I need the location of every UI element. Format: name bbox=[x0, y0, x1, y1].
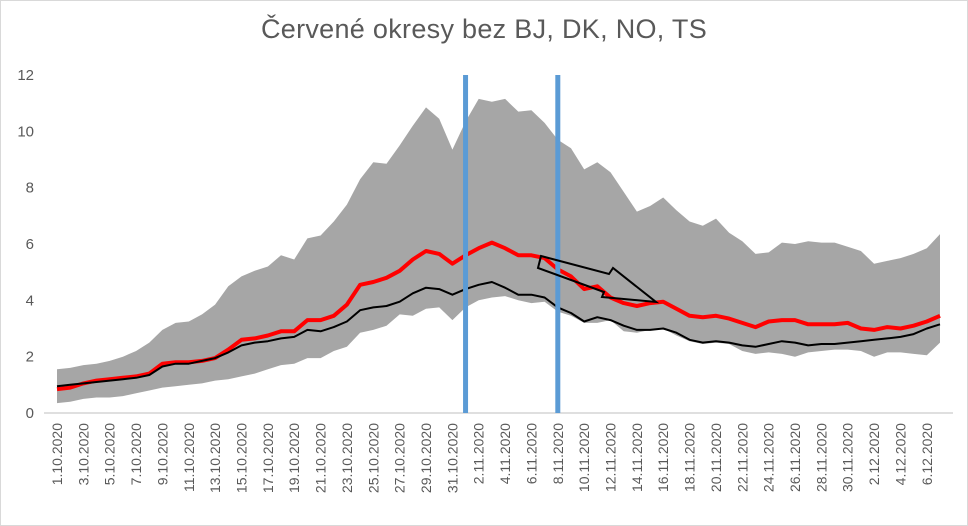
x-tick-label: 5.10.2020 bbox=[102, 423, 118, 485]
range-band bbox=[57, 98, 940, 404]
x-tick-label: 30.11.2020 bbox=[840, 423, 856, 492]
x-tick-label: 18.11.2020 bbox=[682, 423, 698, 492]
x-tick-label: 1.10.2020 bbox=[49, 423, 65, 485]
x-tick-label: 29.10.2020 bbox=[418, 423, 434, 493]
trend-arrow-annotation bbox=[536, 254, 660, 304]
x-tick-label: 11.10.2020 bbox=[181, 423, 197, 492]
x-tick-label: 13.10.2020 bbox=[207, 423, 223, 493]
x-tick-label: 8.11.2020 bbox=[550, 423, 566, 484]
x-tick-label: 26.11.2020 bbox=[787, 423, 803, 492]
x-tick-label: 3.10.2020 bbox=[75, 423, 91, 485]
x-tick-label: 15.10.2020 bbox=[234, 423, 250, 493]
x-tick-label: 28.11.2020 bbox=[813, 423, 829, 492]
x-tick-label: 14.11.2020 bbox=[629, 423, 645, 492]
x-tick-label: 6.12.2020 bbox=[919, 423, 935, 485]
x-tick-label: 22.11.2020 bbox=[734, 423, 750, 492]
x-tick-label: 10.11.2020 bbox=[576, 423, 592, 492]
x-tick-label: 17.10.2020 bbox=[260, 423, 276, 493]
x-tick-label: 25.10.2020 bbox=[365, 423, 381, 493]
y-tick-label: 0 bbox=[26, 405, 34, 422]
x-tick-label: 2.12.2020 bbox=[866, 423, 882, 485]
x-tick-label: 20.11.2020 bbox=[708, 423, 724, 492]
x-tick-label: 4.11.2020 bbox=[497, 423, 513, 484]
y-tick-label: 2 bbox=[26, 349, 34, 366]
y-tick-label: 10 bbox=[17, 123, 34, 140]
x-tick-label: 19.10.2020 bbox=[286, 423, 302, 493]
x-tick-label: 6.11.2020 bbox=[523, 423, 539, 484]
x-tick-label: 27.10.2020 bbox=[392, 423, 408, 493]
x-tick-label: 21.10.2020 bbox=[313, 423, 329, 493]
x-tick-label: 16.11.2020 bbox=[655, 423, 671, 492]
x-tick-label: 2.11.2020 bbox=[471, 423, 487, 484]
chart-title: Červené okresy bez BJ, DK, NO, TS bbox=[260, 14, 708, 44]
x-tick-label: 31.10.2020 bbox=[444, 423, 460, 493]
y-tick-label: 12 bbox=[17, 67, 34, 84]
x-tick-label: 9.10.2020 bbox=[154, 423, 170, 485]
x-tick-label: 7.10.2020 bbox=[128, 423, 144, 485]
y-tick-label: 6 bbox=[26, 236, 34, 253]
x-tick-label: 23.10.2020 bbox=[339, 423, 355, 493]
y-tick-label: 8 bbox=[26, 180, 34, 197]
series-line-black bbox=[56, 281, 941, 388]
x-tick-label: 4.12.2020 bbox=[893, 423, 909, 485]
y-tick-label: 4 bbox=[26, 292, 34, 309]
x-tick-label: 12.11.2020 bbox=[603, 423, 619, 492]
x-tick-label: 24.11.2020 bbox=[761, 423, 777, 492]
